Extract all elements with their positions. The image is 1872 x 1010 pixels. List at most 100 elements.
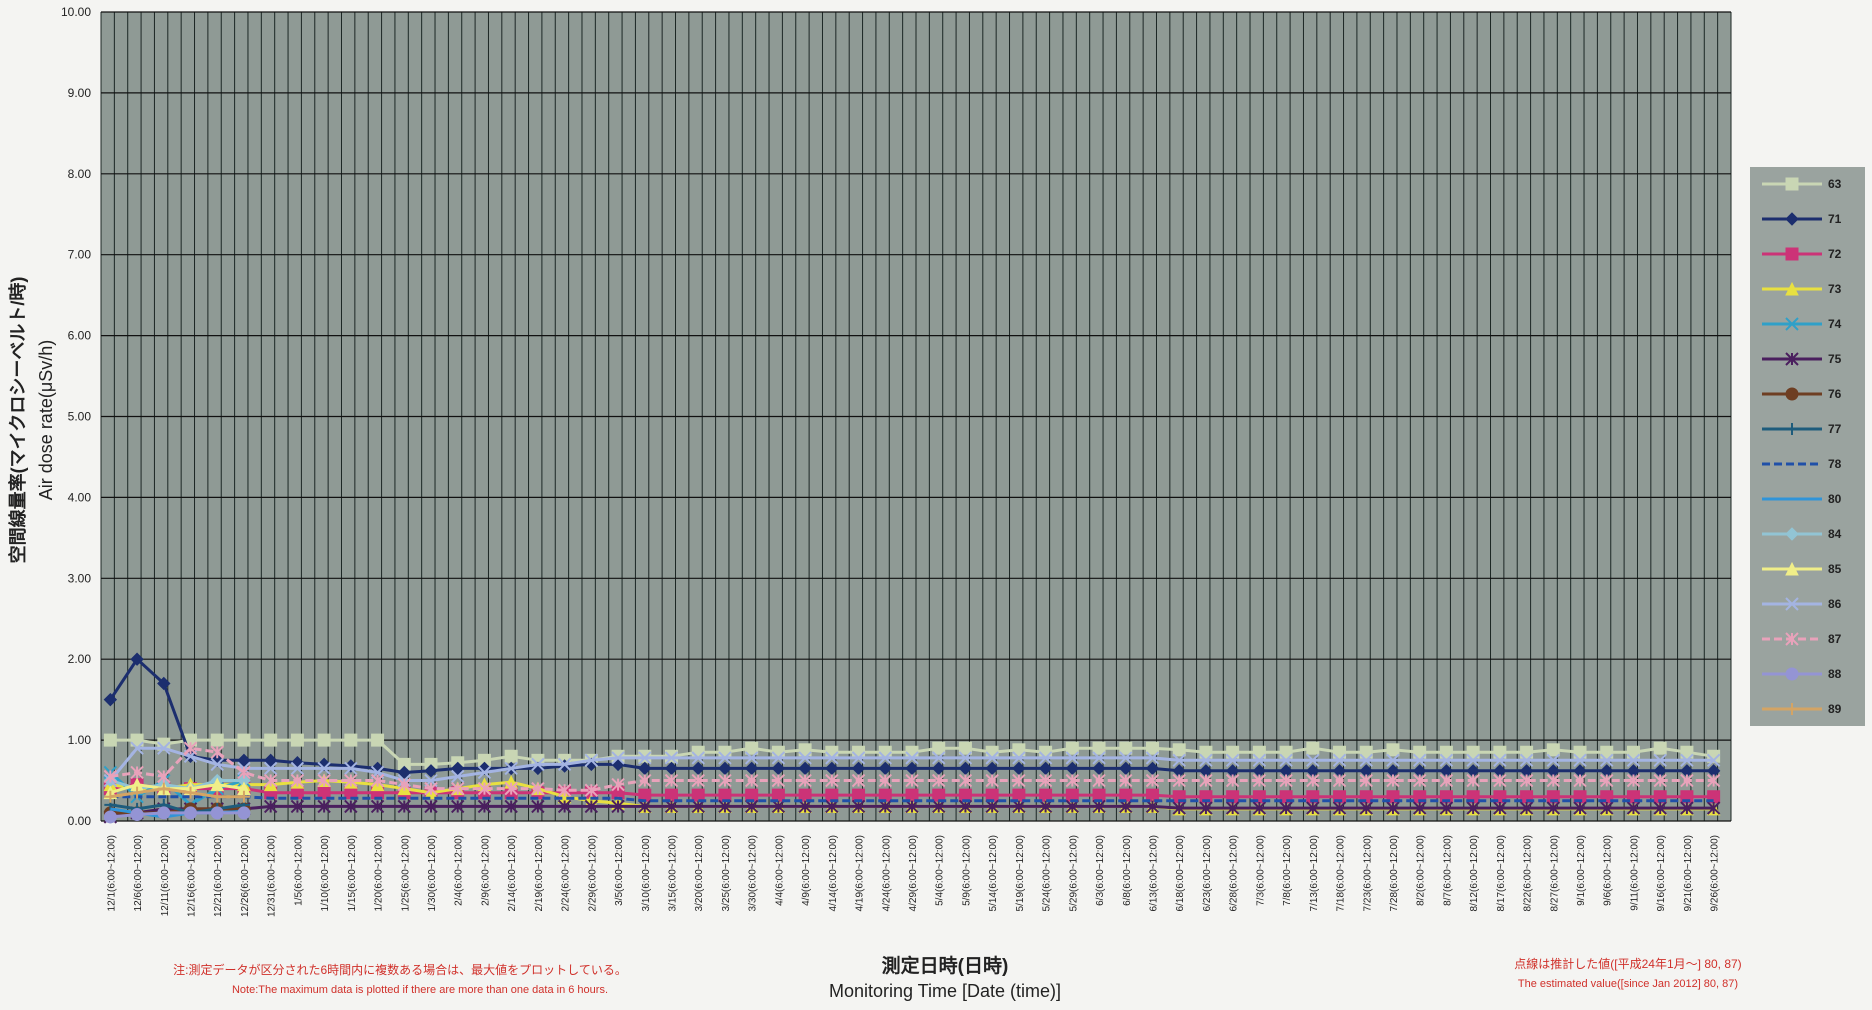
marker: [1680, 745, 1694, 759]
marker: [932, 761, 946, 776]
marker: [1012, 799, 1026, 814]
marker: [210, 777, 225, 792]
marker: [184, 806, 198, 820]
marker: [958, 799, 973, 814]
x-tick-label: 3/15(6:00~12:00): [668, 835, 679, 911]
legend-label: 85: [1828, 562, 1842, 576]
marker: [290, 733, 304, 747]
legend-label: 71: [1828, 212, 1842, 226]
marker: [771, 773, 786, 788]
marker: [905, 773, 919, 788]
x-tick-label: 4/19(6:00~12:00): [855, 835, 866, 911]
marker: [1119, 761, 1133, 776]
marker: [317, 761, 331, 776]
marker: [557, 783, 572, 797]
series-line: [110, 795, 1714, 803]
marker: [1412, 773, 1427, 788]
x-tick-label: 12/6(6:00~12:00): [133, 835, 144, 911]
marker: [985, 773, 999, 788]
marker: [1520, 745, 1534, 759]
marker: [1332, 773, 1347, 788]
marker: [451, 781, 465, 796]
x-axis-title: 測定日時(日時): [882, 954, 1009, 977]
y-tick-label: 3.00: [68, 571, 92, 585]
marker: [1252, 773, 1267, 788]
marker: [1306, 773, 1320, 788]
marker: [1332, 801, 1347, 815]
x-tick-label: 7/23(6:00~12:00): [1362, 835, 1373, 911]
marker: [397, 777, 411, 792]
marker: [958, 751, 973, 765]
marker: [878, 773, 892, 788]
estimate-note-en: The estimated value([since Jan 2012] 80,…: [1518, 978, 1738, 990]
legend-marker: [1785, 597, 1799, 611]
marker: [1600, 745, 1614, 759]
marker: [477, 761, 492, 776]
x-tick-label: 9/1(6:00~12:00): [1576, 835, 1587, 906]
marker: [130, 733, 144, 747]
x-tick-label: 2/24(6:00~12:00): [561, 835, 572, 911]
marker: [130, 765, 144, 780]
marker: [504, 799, 518, 814]
marker: [665, 749, 678, 763]
x-axis-title-en: Monitoring Time [Date (time)]: [829, 981, 1061, 1001]
marker: [451, 799, 465, 814]
marker: [905, 751, 919, 765]
marker: [932, 741, 946, 755]
marker: [851, 761, 866, 776]
legend-marker: [1785, 352, 1799, 366]
marker: [932, 751, 946, 765]
x-tick-label: 8/7(6:00~12:00): [1442, 835, 1453, 906]
marker: [557, 799, 572, 814]
x-tick-label: 2/4(6:00~12:00): [454, 835, 465, 906]
x-tick-label: 7/3(6:00~12:00): [1255, 835, 1266, 906]
marker: [1466, 753, 1480, 768]
marker: [1333, 745, 1347, 759]
marker: [638, 761, 652, 776]
marker: [103, 692, 118, 707]
x-tick-label: 4/14(6:00~12:00): [828, 835, 839, 911]
marker: [531, 799, 545, 814]
marker: [1359, 801, 1373, 815]
legend-marker: [1785, 212, 1799, 226]
marker: [1439, 745, 1453, 759]
x-tick-label: 8/22(6:00~12:00): [1523, 835, 1534, 911]
x-tick-label: 1/15(6:00~12:00): [347, 835, 358, 911]
marker: [798, 799, 812, 814]
marker: [477, 765, 492, 780]
marker: [184, 786, 197, 799]
marker: [1706, 753, 1721, 768]
legend-marker: [1785, 387, 1799, 401]
marker: [1119, 751, 1133, 765]
marker: [504, 749, 518, 763]
y-tick-label: 6.00: [68, 329, 92, 343]
marker: [263, 761, 278, 776]
marker: [825, 773, 839, 788]
marker: [211, 790, 224, 803]
marker: [130, 741, 144, 755]
marker: [744, 751, 759, 765]
marker: [691, 773, 705, 788]
legend-marker: [1785, 281, 1799, 296]
marker: [1252, 745, 1266, 759]
marker: [825, 751, 839, 765]
marker: [237, 733, 251, 747]
x-tick-label: 2/14(6:00~12:00): [507, 835, 518, 911]
marker: [317, 799, 331, 814]
marker: [1600, 753, 1614, 768]
marker: [1119, 773, 1133, 788]
x-tick-label: 12/16(6:00~12:00): [187, 835, 198, 917]
marker: [878, 761, 892, 776]
marker: [317, 733, 331, 747]
x-tick-label: 7/28(6:00~12:00): [1389, 835, 1400, 911]
marker: [1092, 741, 1106, 755]
marker: [344, 799, 358, 814]
marker: [1306, 753, 1320, 768]
x-tick-label: 8/12(6:00~12:00): [1469, 835, 1480, 911]
marker: [664, 761, 679, 776]
x-tick-label: 3/5(6:00~12:00): [614, 835, 625, 906]
marker: [611, 799, 625, 814]
marker: [691, 761, 705, 776]
marker: [1252, 801, 1267, 815]
x-tick-label: 7/13(6:00~12:00): [1309, 835, 1320, 911]
